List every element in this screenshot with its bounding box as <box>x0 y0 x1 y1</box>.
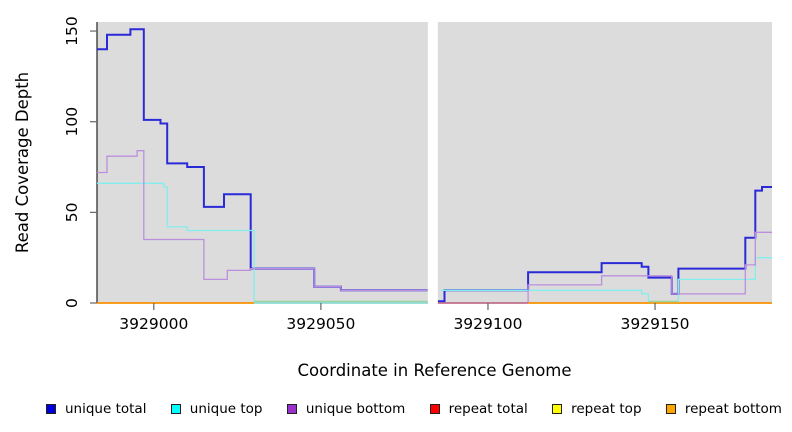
repeat-total-swatch <box>429 404 440 414</box>
legend-label: unique total <box>65 401 147 417</box>
y-tick-label: 50 <box>63 203 81 223</box>
series-line-unique-top <box>97 182 428 304</box>
legend-item-unique-bottom: unique bottom <box>286 401 406 417</box>
unique-top-swatch <box>170 404 181 414</box>
x-axis-title: Coordinate in Reference Genome <box>297 361 571 380</box>
y-tick-label: 100 <box>63 107 81 137</box>
legend-label: repeat total <box>448 401 528 417</box>
y-tick-label: 0 <box>63 298 81 308</box>
unique-bottom-swatch <box>286 404 297 414</box>
unique-total-swatch <box>46 404 56 414</box>
repeat-bottom-swatch <box>665 404 676 414</box>
legend-label: unique top <box>189 401 263 417</box>
series-line-unique-bottom <box>437 231 772 304</box>
legend-item-unique-total: unique total <box>46 401 146 417</box>
y-tick-label: 150 <box>63 16 81 46</box>
coverage-gap-band <box>427 22 438 304</box>
legend-label: unique bottom <box>305 401 406 417</box>
legend-item-repeat-top: repeat top <box>552 401 642 417</box>
x-tick-label: 3929050 <box>286 315 355 333</box>
coverage-plot: 3929000 3929050 3929100 3929150 0 50 100 150 Coo… <box>13 16 772 380</box>
y-axis-title: Read Coverage Depth <box>13 72 32 253</box>
legend-item-repeat-total: repeat total <box>429 401 528 417</box>
x-tick-label: 3929000 <box>119 315 188 333</box>
legend-item-unique-top: unique top <box>170 401 263 417</box>
x-tick-label: 3929150 <box>621 315 690 333</box>
legend-item-repeat-bottom: repeat bottom <box>665 401 782 417</box>
x-tick-label: 3929100 <box>453 315 522 333</box>
legend-label: repeat bottom <box>684 401 782 417</box>
series-line-unique-total <box>437 186 772 303</box>
legend-label: repeat top <box>571 401 642 417</box>
chart-legend: unique total unique top unique bottom repea… <box>0 396 792 422</box>
series-line-unique-bottom <box>97 150 428 291</box>
repeat-top-swatch <box>552 404 563 414</box>
